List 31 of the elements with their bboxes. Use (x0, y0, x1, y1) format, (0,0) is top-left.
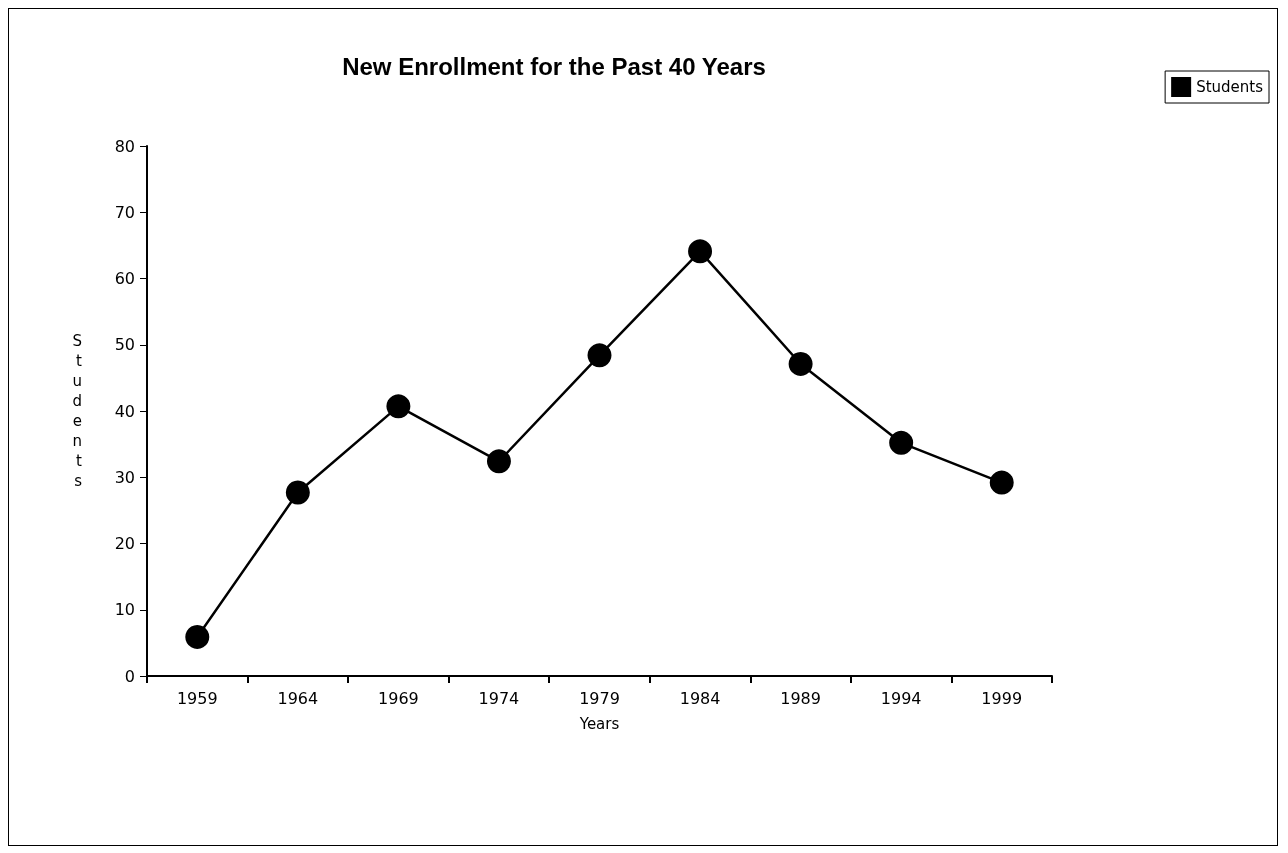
chart-title: New Enrollment for the Past 40 Years (342, 52, 766, 80)
point (285, 480, 310, 505)
x-tick-label: 1989 (780, 688, 821, 708)
point (587, 343, 612, 368)
y-tick-label: 0 (124, 666, 135, 686)
point (486, 449, 511, 474)
point (989, 470, 1014, 495)
y-tick-label: 10 (114, 600, 135, 620)
x-tick-label: 1979 (579, 688, 620, 708)
x-tick-label: 1959 (176, 688, 218, 708)
point (688, 239, 713, 264)
x-axis-title: Years (578, 714, 620, 733)
y-tick-label: 40 (114, 401, 135, 421)
y-tick-label: 60 (114, 269, 135, 288)
point (386, 394, 411, 419)
y-tick-label: 50 (114, 335, 135, 355)
y-tick-label: 70 (114, 202, 135, 222)
point (889, 430, 914, 455)
y-tick-label: 20 (114, 534, 135, 553)
x-tick-label: 1974 (478, 688, 520, 708)
x-tick-label: 1969 (378, 688, 419, 708)
x-tick-label: 1994 (880, 688, 922, 708)
point (185, 624, 210, 649)
y-axis-title: Students (72, 332, 83, 490)
legend-label: Students (1196, 78, 1264, 96)
x-tick-label: 1984 (679, 688, 721, 708)
x-tick-label: 1964 (277, 688, 319, 708)
point (788, 351, 813, 376)
y-tick-label: 80 (114, 136, 135, 156)
y-tick-label: 30 (114, 467, 135, 487)
x-tick-label: 1999 (981, 688, 1023, 708)
